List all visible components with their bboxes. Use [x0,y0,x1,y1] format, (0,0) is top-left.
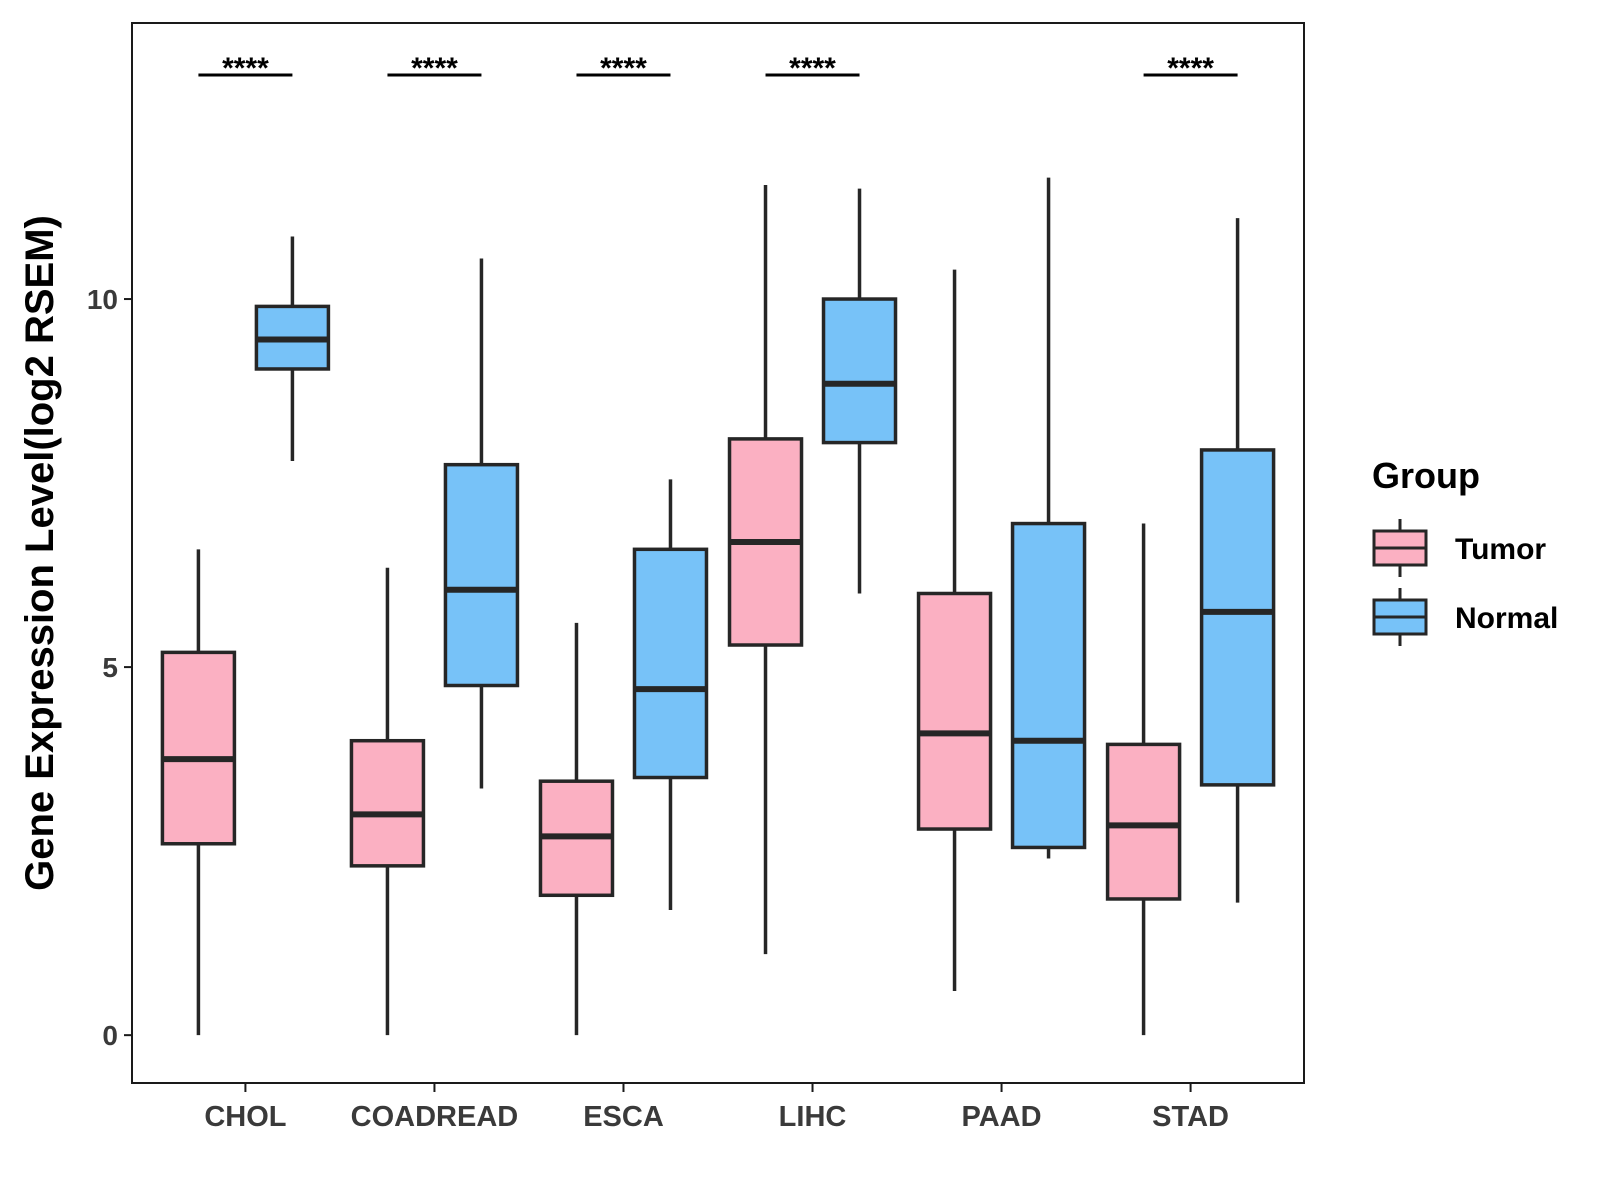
y-tick-label: 10 [87,284,118,315]
box-iqr [1010,521,1087,850]
box-normal-lihc [821,188,898,594]
significance-label: **** [789,52,836,85]
significance-label: **** [222,52,269,85]
box-tumor-stad [1105,523,1182,1036]
significance-label: **** [1167,52,1214,85]
plot-panel-border [131,22,1305,1084]
boxes-layer [160,177,1276,1036]
box-normal-stad [1199,218,1276,903]
box-iqr [632,547,709,780]
box-normal-chol [254,236,331,461]
significance-label: **** [600,52,647,85]
box-tumor-chol [160,549,237,1036]
legend-label: Normal [1455,602,1558,635]
y-tick-label: 5 [102,652,118,683]
box-normal-paad [1010,177,1087,859]
legend-label: Tumor [1455,533,1546,566]
box-iqr [916,591,993,831]
box-iqr [160,650,237,846]
legend-item-normal: Normal [1372,588,1558,646]
box-normal-esca [632,479,709,911]
legend-item-tumor: Tumor [1372,519,1546,577]
y-axis: 0 5 10 [87,284,132,1051]
box-iqr [1199,448,1276,787]
box-iqr [349,738,426,868]
legend: Group Tumor Normal [1372,455,1558,646]
x-tick-label: CHOL [204,1101,286,1133]
box-iqr [821,297,898,445]
y-axis-title: Gene Expression Level(log2 RSEM) [18,215,62,891]
x-tick-label: ESCA [583,1101,664,1133]
box-iqr [443,462,520,688]
box-tumor-coadread [349,567,426,1036]
box-tumor-paad [916,269,993,991]
significance-label: **** [411,52,458,85]
y-tick-label: 0 [102,1020,118,1051]
x-axis: CHOL COADREAD ESCA LIHC PAAD STAD [204,1083,1229,1133]
x-tick-label: STAD [1152,1101,1229,1133]
x-tick-label: LIHC [779,1101,847,1133]
box-iqr [1105,742,1182,901]
legend-title: Group [1372,455,1480,496]
box-tumor-lihc [727,184,804,955]
box-tumor-esca [538,622,615,1036]
x-tick-label: PAAD [962,1101,1042,1133]
box-normal-coadread [443,258,520,789]
x-tick-label: COADREAD [351,1101,519,1133]
significance-layer: **** **** **** **** **** [198,52,1238,85]
